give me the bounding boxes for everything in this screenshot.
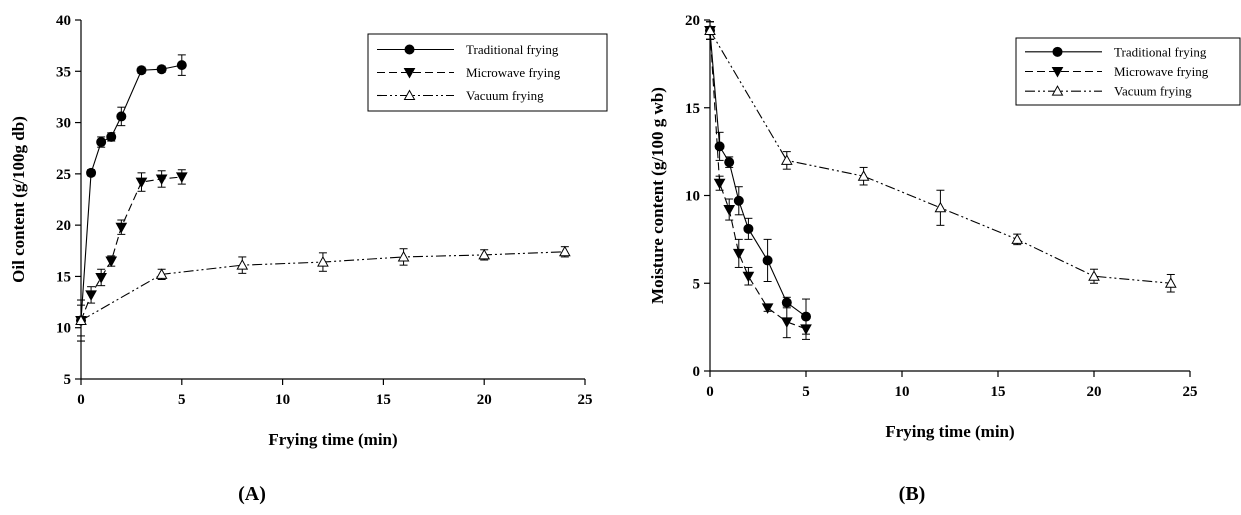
series-microwave-frying [704,21,812,340]
data-point [86,167,97,178]
data-point [85,290,97,301]
x-tick-label: 25 [1183,384,1198,400]
x-tick-label: 5 [802,384,810,400]
y-axis-label: Moisture content (g/100 g wb) [648,87,667,304]
series-vacuum-frying [704,21,1177,293]
data-point [75,314,87,326]
data-point [724,157,735,168]
data-point [723,205,736,216]
data-point [175,172,188,183]
x-tick-label: 0 [706,384,714,400]
legend-marker [1051,67,1064,78]
panel-label: (B) [899,483,926,505]
series-traditional-frying [76,54,187,342]
y-tick-label: 5 [64,372,72,388]
data-point [704,24,716,36]
x-tick-label: 15 [376,392,391,408]
series-line [709,30,807,318]
x-axis-label: Frying time (min) [885,422,1014,441]
data-point [742,271,755,283]
x-tick-label: 15 [991,384,1006,400]
legend-label: Vacuum frying [1114,84,1192,99]
data-point [478,248,491,260]
data-point [1011,233,1024,244]
legend-label: Microwave frying [1114,64,1209,79]
data-point [95,272,108,284]
data-point [135,177,148,189]
y-tick-label: 15 [56,269,71,285]
data-point [733,195,744,206]
y-tick-label: 10 [685,189,700,205]
series-line [80,64,182,321]
data-point [762,255,773,266]
chart-b: 0 5 10 15 20 25 0 5 10 15 20 Frying time (min) Moist… [648,13,1241,505]
data-point [743,223,754,234]
series-vacuum-frying [75,245,571,337]
data-point [317,256,329,267]
legend-label: Vacuum frying [466,88,544,103]
data-point [156,64,167,75]
data-point [397,250,410,262]
data-point [96,137,107,148]
data-point [761,303,774,314]
data-point [236,259,249,270]
x-axis-label: Frying time (min) [268,430,397,449]
legend-label: Traditional frying [466,42,559,57]
data-point [780,317,793,328]
data-point [713,178,726,190]
y-tick-label: 40 [56,13,71,29]
data-point [1164,277,1177,288]
y-tick-label: 5 [693,276,701,292]
data-point [115,222,128,234]
data-point [136,65,147,76]
data-point [155,268,168,279]
data-point [732,248,745,260]
data-point [857,170,870,181]
legend-marker [1052,46,1063,57]
data-point [106,131,117,142]
y-tick-label: 20 [685,13,700,29]
y-tick-label: 30 [56,116,71,132]
y-tick-label: 10 [56,321,71,337]
data-point [155,174,168,186]
x-tick-label: 20 [477,392,492,408]
series-line [80,176,182,321]
x-tick-label: 10 [895,384,910,400]
data-point [1088,270,1100,281]
legend-label: Microwave frying [466,65,561,80]
data-point [800,324,812,335]
legend: Traditional frying Microwave frying Vacuum… [367,33,608,112]
x-tick-label: 10 [275,392,290,408]
data-point [558,245,571,257]
legend: Traditional frying Microwave frying Vacuum… [1015,37,1241,106]
x-tick-label: 20 [1087,384,1102,400]
y-tick-label: 20 [56,218,71,234]
panel-label: (A) [238,483,266,505]
y-axis-label: Oil content (g/100g db) [9,116,28,283]
y-tick-label: 0 [693,364,701,380]
series-traditional-frying [705,21,811,335]
legend-marker [1051,85,1064,96]
series-microwave-frying [75,169,188,342]
data-point [780,154,793,165]
y-tick-label: 35 [56,64,71,80]
data-point [105,256,118,268]
legend-label: Traditional frying [1114,44,1207,59]
data-point [176,60,187,71]
legend-marker [403,68,416,79]
legend-marker [404,44,415,55]
x-tick-label: 25 [578,392,593,408]
y-tick-label: 25 [56,167,71,183]
x-tick-label: 0 [77,392,85,408]
legend-marker [403,89,416,100]
y-tick-label: 15 [685,101,700,117]
data-point [116,111,127,122]
x-tick-label: 5 [178,392,186,408]
data-point [714,141,725,152]
data-point [934,201,947,213]
